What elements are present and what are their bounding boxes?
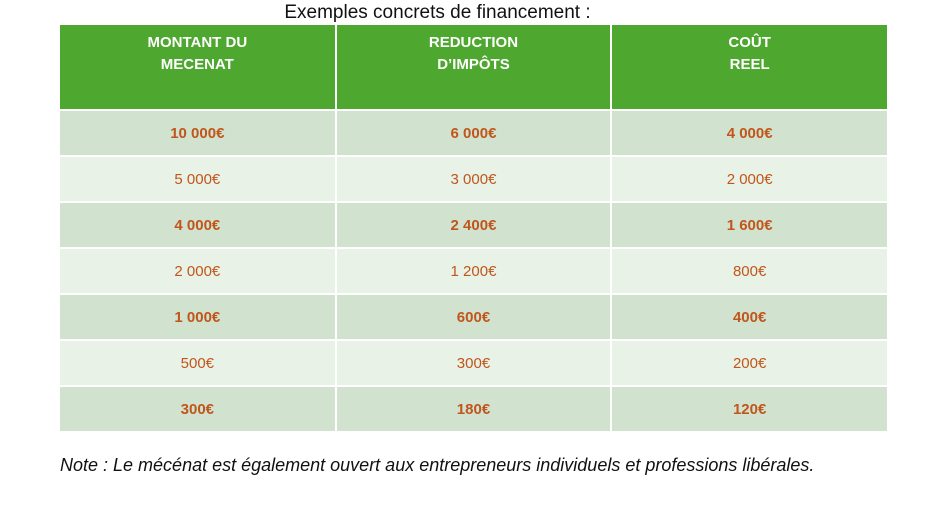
financing-table: MONTANT DU MECENAT REDUCTION D’IMPÔTS COÛT RE… (60, 25, 887, 433)
table-cell: 2 000€ (610, 155, 887, 203)
table-cell: 600€ (334, 293, 613, 341)
header-cell: COÛT REEL (610, 25, 887, 110)
table-cell: 400€ (610, 293, 887, 341)
table-body: 10 000€ 6 000€ 4 000€ 5 000€ 3 000€ 2 000€ 4 0… (60, 109, 887, 433)
table-cell: 180€ (334, 385, 613, 433)
table-cell: 4 000€ (610, 109, 887, 157)
table-cell: 800€ (610, 247, 887, 295)
header-line: D’IMPÔTS (437, 56, 510, 73)
note: Note : Le mécénat est également ouvert a… (60, 455, 815, 475)
table-cell: 1 000€ (60, 293, 337, 341)
table-cell: 2 000€ (60, 247, 337, 295)
table-cell: 1 600€ (610, 201, 887, 249)
table-row: 500€ 300€ 200€ (60, 339, 887, 387)
table-cell: 200€ (610, 339, 887, 387)
title: Exemples concrets de financement : (284, 2, 591, 23)
table-row: 300€ 180€ 120€ (60, 385, 887, 433)
table-cell: 3 000€ (334, 155, 613, 203)
table-cell: 300€ (334, 339, 613, 387)
table-row: 2 000€ 1 200€ 800€ (60, 247, 887, 295)
table-cell: 6 000€ (334, 109, 613, 157)
table-row: 4 000€ 2 400€ 1 600€ (60, 201, 887, 249)
header-row: MONTANT DU MECENAT REDUCTION D’IMPÔTS COÛT RE… (60, 25, 887, 110)
table-cell: 500€ (60, 339, 337, 387)
table-row: 1 000€ 600€ 400€ (60, 293, 887, 341)
header-line: REDUCTION (428, 34, 519, 51)
table-cell: 1 200€ (334, 247, 613, 295)
table-cell: 120€ (610, 385, 887, 433)
header-cell: REDUCTION D’IMPÔTS (334, 25, 613, 110)
table-cell: 5 000€ (60, 155, 337, 203)
table-row: 10 000€ 6 000€ 4 000€ (60, 109, 887, 157)
table-cell: 4 000€ (60, 201, 337, 249)
header-line: MONTANT DU (147, 34, 248, 51)
header-line: COÛT (728, 34, 771, 51)
header-line: REEL (729, 56, 770, 73)
table-cell: 10 000€ (60, 109, 337, 157)
header-cell: MONTANT DU MECENAT (60, 25, 337, 110)
header-line: MECENAT (160, 56, 234, 73)
table-cell: 2 400€ (334, 201, 613, 249)
table-row: 5 000€ 3 000€ 2 000€ (60, 155, 887, 203)
table-cell: 300€ (60, 385, 337, 433)
table-header: MONTANT DU MECENAT REDUCTION D’IMPÔTS COÛT RE… (60, 25, 887, 110)
